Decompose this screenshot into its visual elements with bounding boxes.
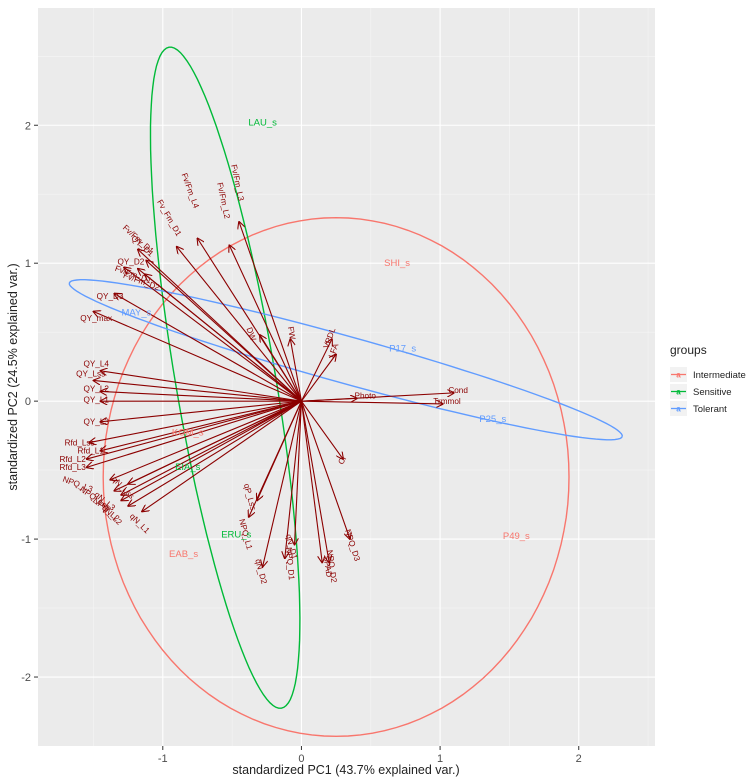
sample-label-kom_s: KOM_s — [172, 428, 204, 439]
loading-arrow-trmmol — [301, 401, 442, 404]
loading-arrow-qy-l4 — [100, 371, 302, 402]
loading-label-npq-d1: NPQ_D1 — [284, 547, 296, 581]
loading-label-qy-l2: QY_L2 — [83, 384, 109, 393]
loading-arrow-ci — [300, 400, 343, 459]
loading-label-qy-l3: QY_L3 — [83, 418, 109, 427]
y-axis-title: standardized PC2 (24.5% explained var.) — [6, 263, 20, 490]
loading-arrow-dw — [260, 335, 302, 402]
loading-arrow-fv-fm-l3 — [239, 222, 302, 402]
loading-arrow-lfa — [300, 354, 336, 402]
loading-arrow-rfd-l3 — [87, 400, 302, 467]
sample-label-eru_s: ERU_s — [221, 530, 251, 541]
loading-label-ci: Ci — [336, 455, 348, 466]
loading-arrow-fv-fm-d2 — [145, 274, 302, 402]
legend-key-glyph: a — [676, 371, 681, 380]
loading-arrow-npq-d1 — [285, 401, 302, 558]
grid-minor — [38, 8, 655, 746]
loading-label-trmmol: Trmmol — [433, 397, 461, 406]
loading-arrow-npq-l2 — [121, 400, 302, 500]
legend-key-glyph: a — [676, 388, 681, 397]
loading-label-qy-max: QY_max — [80, 314, 112, 323]
loading-label-cond: Cond — [448, 386, 468, 395]
loading-label-rfd-l2: Rfd_L2 — [59, 455, 86, 464]
grid-major — [38, 8, 655, 746]
y-tick-label: 2 — [25, 120, 31, 132]
loading-arrow-npq-l3 — [110, 400, 302, 480]
loading-label-rfd-l3: Rfd_L3 — [59, 463, 86, 472]
loading-label-fw: FW — [286, 326, 297, 340]
loading-label-qy-l4: QY_L4 — [83, 360, 109, 369]
ellipse-intermediate — [102, 216, 570, 738]
ellipse-sensitive — [149, 46, 301, 709]
loading-label-qy-d3: QY_D3 — [97, 292, 124, 301]
loading-arrow-qn-d1 — [295, 401, 302, 544]
loading-label-qy-l1: QY_L1 — [83, 396, 109, 405]
legend: groups a Intermediate a Sensitive a Tolerant — [670, 343, 746, 416]
sample-label-lau_s: LAU_s — [248, 117, 277, 128]
loading-arrow-qy-l3 — [100, 400, 302, 422]
loading-arrow-rfd-l1 — [100, 400, 302, 451]
loading-arrow-npq-lss — [114, 400, 302, 491]
loading-arrow-qy-d2 — [124, 267, 302, 402]
loading-arrow-rfd-lss — [89, 400, 302, 442]
sample-label-eab_s: EAB_s — [169, 549, 198, 560]
sample-label-shi_s: SHI_s — [384, 258, 410, 269]
loading-arrow-spad — [300, 401, 322, 562]
loading-arrow-qy-d1 — [146, 260, 302, 402]
loading-label-rfd-lss: Rfd_Lss — [65, 438, 95, 447]
sample-label-p25_s: P25_s — [479, 414, 506, 425]
legend-key-glyph: a — [676, 405, 681, 414]
loading-arrow-qn-l1 — [142, 400, 302, 511]
y-tick-label: 0 — [25, 396, 31, 408]
sample-label-eia_s: EIA_s — [175, 462, 201, 473]
loading-label-photo: Photo — [355, 391, 377, 400]
legend-label-intermediate: Intermediate — [693, 370, 746, 381]
x-tick-label: 2 — [576, 753, 582, 765]
loading-arrow-vpdl — [300, 339, 332, 402]
sample-label-p17_s: P17_s — [389, 343, 416, 354]
loading-arrow-fv-fm-l2 — [229, 245, 302, 402]
x-tick-label: 0 — [298, 753, 304, 765]
loading-arrow-rfd-l2 — [87, 400, 302, 459]
loading-label-rfd-l1: Rfd_L1 — [77, 447, 104, 456]
loading-label-qy-d2: QY_D2 — [117, 258, 144, 267]
loading-arrow-npq-d3 — [300, 400, 350, 539]
loading-arrow-npq-l1 — [249, 400, 302, 517]
legend-label-tolerant: Tolerant — [693, 404, 727, 415]
loading-arrow-qy-lss — [93, 380, 302, 402]
loading-arrow-qy-l2 — [100, 391, 302, 402]
loading-arrow-qn-l2 — [128, 400, 302, 506]
loading-arrow-qn-d2 — [263, 401, 302, 567]
y-tick-label: 1 — [25, 258, 31, 270]
sample-labels: LAU_s SHI_s MAY_s P17_s P25_s P49_s ERU_s EAB_s… — [121, 117, 530, 560]
x-tick-label: 1 — [437, 753, 443, 765]
y-tick-label: -1 — [21, 534, 31, 546]
sample-label-p49_s: P49_s — [503, 531, 530, 542]
legend-label-sensitive: Sensitive — [693, 387, 732, 398]
loading-label-qy-lss: QY_Lss — [76, 369, 105, 378]
loading-label-dw: DW — [245, 326, 258, 342]
loading-arrow-qn-l3 — [121, 400, 302, 495]
ellipse-tolerant — [68, 279, 623, 441]
x-tick-label: -1 — [158, 753, 168, 765]
x-axis-title: standardized PC1 (43.7% explained var.) — [232, 763, 459, 777]
group-ellipses — [68, 46, 623, 738]
sample-label-may_s: MAY_s — [121, 308, 151, 319]
loading-label-spad: SPAD — [322, 555, 334, 578]
loading-arrow-fw — [290, 339, 302, 402]
axis-ticks: -1 0 1 2 -2 -1 0 1 2 — [21, 120, 582, 765]
loading-arrow-fv-fm-d1 — [177, 247, 302, 402]
legend-title: groups — [670, 343, 707, 357]
loading-arrow-photo — [301, 398, 356, 401]
loading-arrow-qy-max — [93, 311, 302, 402]
loading-arrow-npq-d2 — [300, 401, 329, 562]
plot-panel — [38, 8, 655, 746]
loading-arrow-qy-d3 — [114, 294, 302, 402]
y-tick-label: -2 — [21, 672, 31, 684]
